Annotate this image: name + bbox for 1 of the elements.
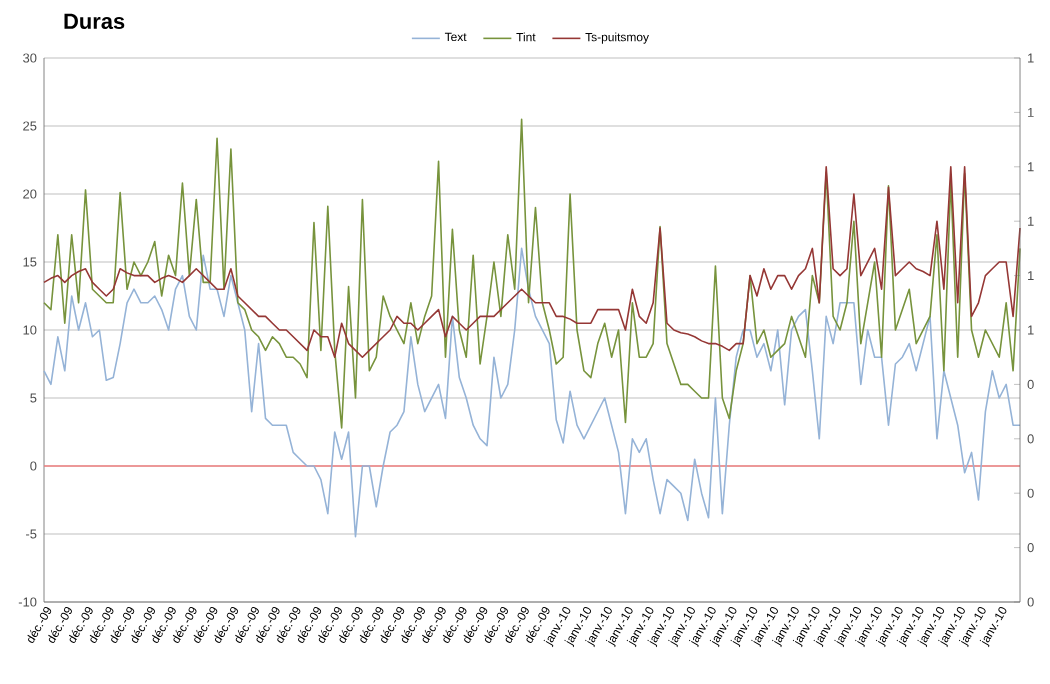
chart-title: Duras xyxy=(64,13,125,30)
